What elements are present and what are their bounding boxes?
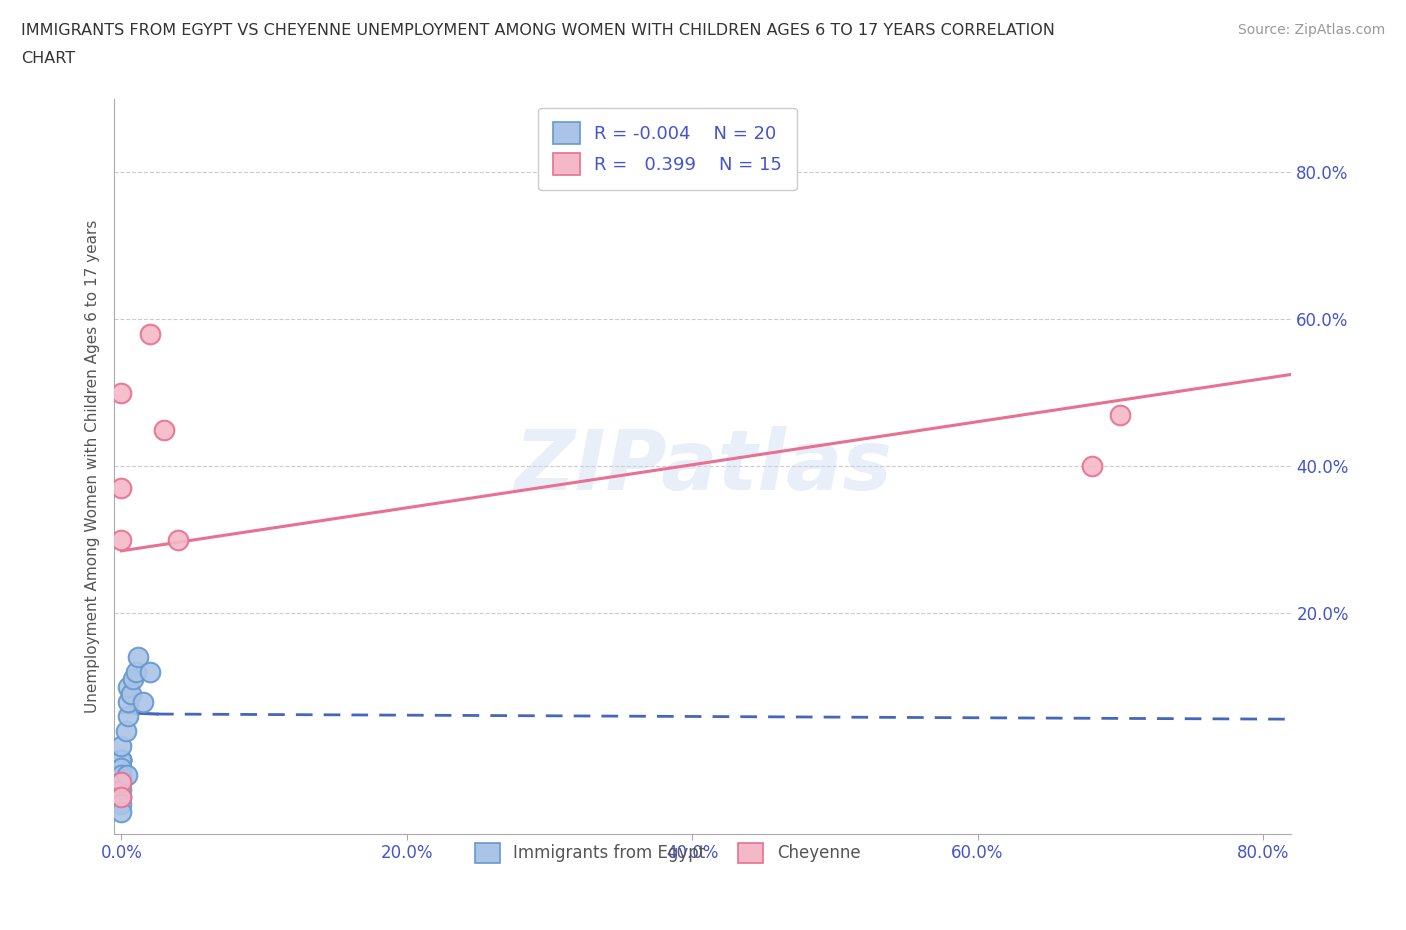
Point [110, 804, 132, 819]
Point [110, 760, 132, 775]
Text: IMMIGRANTS FROM EGYPT VS CHEYENNE UNEMPLOYMENT AMONG WOMEN WITH CHILDREN AGES 6 : IMMIGRANTS FROM EGYPT VS CHEYENNE UNEMPL… [21, 23, 1054, 38]
Point [110, 790, 132, 804]
Point [110, 481, 132, 496]
Point [110, 532, 132, 547]
Point [110, 767, 132, 782]
Point [110, 738, 132, 753]
Point [124, 665, 146, 680]
Point [110, 753, 132, 768]
Point [110, 753, 132, 768]
Point [110, 782, 132, 797]
Point [121, 672, 143, 687]
Point [110, 753, 132, 768]
Text: ZIPatlas: ZIPatlas [513, 426, 891, 507]
Point [132, 694, 155, 709]
Point [117, 694, 139, 709]
Point [110, 790, 132, 804]
Point [120, 686, 142, 701]
Point [110, 797, 132, 812]
Point [110, 753, 132, 768]
Text: CHART: CHART [21, 51, 75, 66]
Text: Source: ZipAtlas.com: Source: ZipAtlas.com [1237, 23, 1385, 37]
Point [110, 775, 132, 790]
Point [167, 532, 190, 547]
Point [127, 650, 149, 665]
Point [114, 724, 136, 738]
Point [153, 422, 176, 437]
Legend: Immigrants from Egypt, Cheyenne: Immigrants from Egypt, Cheyenne [468, 836, 868, 870]
Point [110, 775, 132, 790]
Point [117, 680, 139, 695]
Point [139, 665, 162, 680]
Y-axis label: Unemployment Among Women with Children Ages 6 to 17 years: Unemployment Among Women with Children A… [86, 219, 100, 713]
Point [110, 385, 132, 400]
Point [117, 709, 139, 724]
Point [1109, 407, 1132, 422]
Point [139, 326, 162, 341]
Point [1080, 458, 1102, 473]
Point [115, 767, 138, 782]
